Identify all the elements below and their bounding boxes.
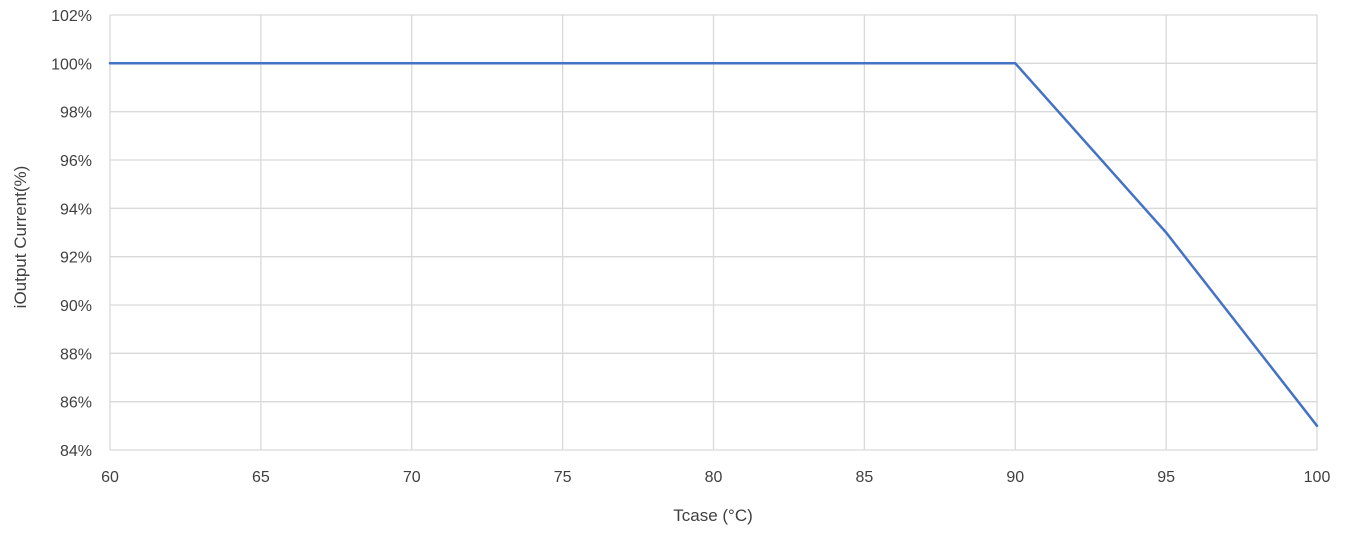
y-axis-tick-labels: 84% 86% 88% 90% 92% 94% 96% 98% 100% 102% — [51, 8, 92, 460]
y-tick-label: 96% — [60, 153, 92, 170]
y-tick-label: 100% — [51, 56, 92, 73]
x-tick-label: 60 — [101, 469, 119, 486]
y-tick-label: 90% — [60, 298, 92, 315]
x-tick-label: 85 — [855, 469, 873, 486]
series-line — [108, 62, 1319, 428]
y-tick-label: 84% — [60, 443, 92, 460]
y-axis-label: iOutput Current(%) — [11, 166, 30, 309]
series-layer — [108, 62, 1319, 428]
x-axis-label: Tcase (°C) — [673, 506, 753, 525]
x-tick-label: 90 — [1006, 469, 1024, 486]
x-tick-label: 65 — [252, 469, 270, 486]
x-tick-label: 80 — [705, 469, 723, 486]
y-tick-label: 98% — [60, 105, 92, 122]
y-tick-label: 102% — [51, 8, 92, 25]
x-axis-tick-labels: 60 65 70 75 80 85 90 95 100 — [101, 469, 1330, 486]
y-tick-label: 86% — [60, 395, 92, 412]
x-tick-label: 70 — [403, 469, 421, 486]
x-tick-label: 100 — [1304, 469, 1331, 486]
y-tick-label: 88% — [60, 346, 92, 363]
vertical-gridlines — [109, 15, 1318, 450]
x-tick-label: 75 — [554, 469, 572, 486]
x-tick-label: 95 — [1157, 469, 1175, 486]
y-tick-label: 92% — [60, 250, 92, 267]
y-tick-label: 94% — [60, 201, 92, 218]
